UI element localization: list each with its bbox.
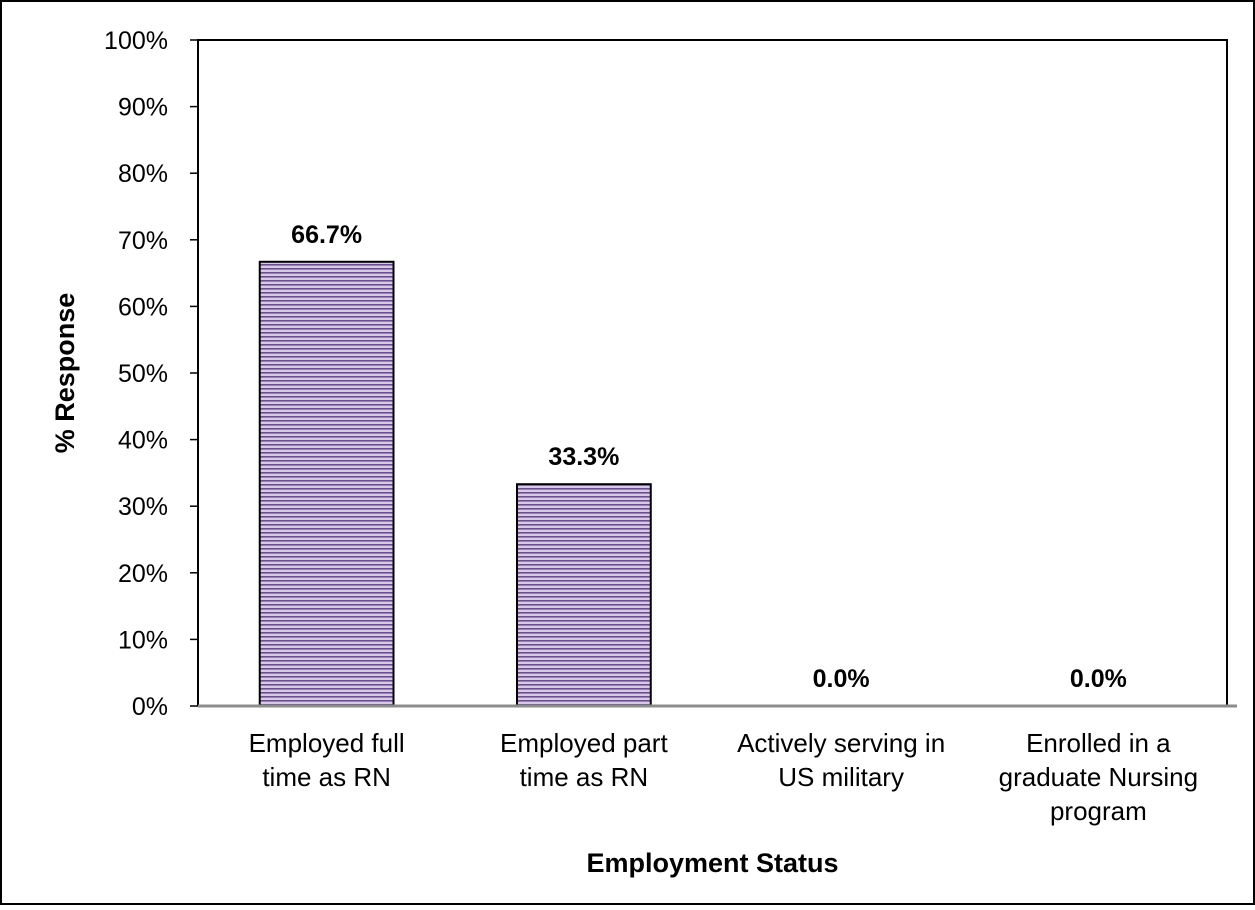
- y-tick-label: 100%: [104, 27, 168, 55]
- y-tick-label: 40%: [118, 427, 168, 455]
- x-axis-title: Employment Status: [586, 848, 838, 878]
- y-tick-label: 80%: [118, 160, 168, 188]
- y-tick-label: 30%: [118, 493, 168, 521]
- x-category-label: time as RN: [262, 762, 391, 792]
- x-category-label: graduate Nursing: [999, 762, 1198, 792]
- data-label: 66.7%: [291, 221, 362, 249]
- bar: [515, 483, 652, 707]
- x-category-label: US military: [778, 762, 904, 792]
- data-label: 0.0%: [813, 665, 870, 693]
- x-category-label: Enrolled in a: [1026, 728, 1171, 758]
- y-axis-title: % Response: [50, 293, 80, 454]
- y-tick-label: 20%: [118, 560, 168, 588]
- y-tick-label: 70%: [118, 227, 168, 255]
- y-tick-label: 90%: [118, 94, 168, 122]
- y-tick-label: 0%: [132, 693, 168, 721]
- x-category-label: Employed full: [249, 728, 405, 758]
- data-label: 33.3%: [548, 443, 619, 471]
- x-category-label: Actively serving in: [737, 728, 945, 758]
- bar: [258, 260, 395, 707]
- data-label: 0.0%: [1070, 665, 1127, 693]
- y-tick-label: 60%: [118, 293, 168, 321]
- y-tick-label: 50%: [118, 360, 168, 388]
- x-category-label: Employed part: [500, 728, 668, 758]
- y-tick-label: 10%: [118, 626, 168, 654]
- x-category-label: program: [1050, 796, 1147, 826]
- x-category-label: time as RN: [520, 762, 649, 792]
